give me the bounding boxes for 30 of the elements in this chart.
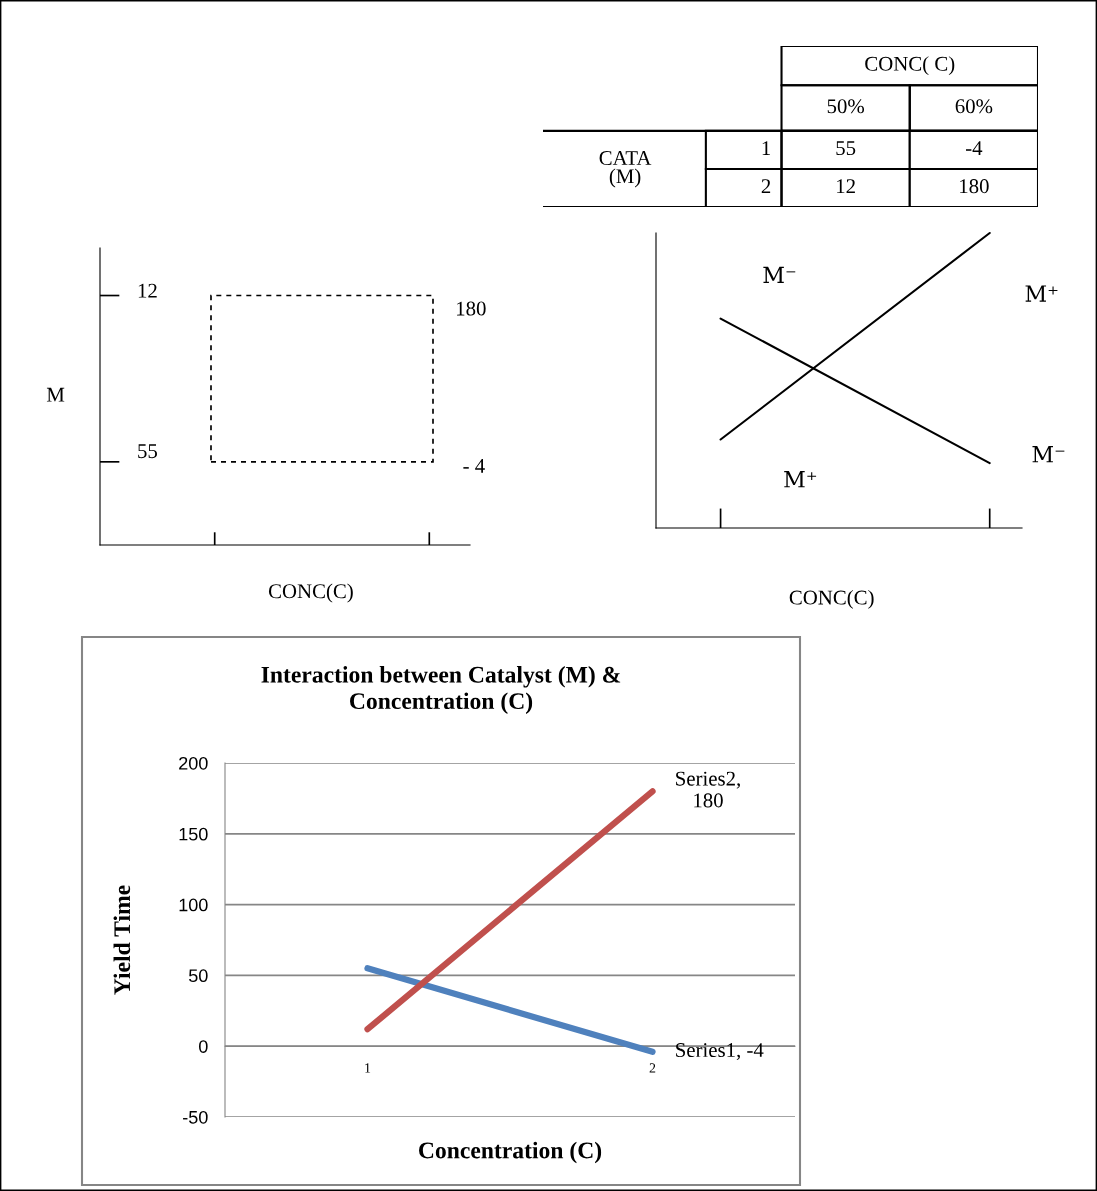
text: 180 [457, 301, 486, 316]
y-tick-label: 150 [179, 827, 208, 841]
text: 12 [138, 283, 157, 298]
y-tick-label: 0 [199, 1040, 208, 1053]
x-axis-title: Concentration (C) [419, 1141, 602, 1164]
text: 55 [138, 444, 158, 459]
chart-title: Interaction between Catalyst (M) & Concentration (C) [261, 666, 621, 714]
x-axis-title: CONC( C) [865, 56, 955, 76]
x-tick-label: 60% [955, 99, 993, 114]
y-tick-label: 100 [179, 898, 208, 912]
y-axis-title: Yield Time [113, 885, 131, 995]
data-label: Series2, 180 [676, 771, 740, 808]
text: M [46, 387, 65, 402]
y-axis-title: CATA (M) [599, 151, 652, 188]
y-tick-label: 200 [179, 756, 208, 770]
x-tick-label: 50% [827, 99, 865, 114]
x-axis-title: CONC(C) [789, 589, 874, 609]
data-label: 55 [836, 141, 856, 156]
text: M⁻ [763, 266, 796, 284]
text: M⁺ [1025, 285, 1058, 302]
text: M⁺ [784, 471, 817, 488]
data-label: Series1, -4 [676, 1043, 764, 1061]
data-label: -4 [965, 141, 983, 155]
data-label: 180 [960, 179, 989, 194]
data-label: 12 [837, 179, 855, 193]
y-tick-label: -50 [183, 1110, 208, 1124]
text: - 4 [463, 459, 485, 473]
text: CONC(C) [268, 583, 353, 603]
series-label: M⁻ [1032, 446, 1065, 463]
y-tick-label: 50 [188, 969, 208, 983]
